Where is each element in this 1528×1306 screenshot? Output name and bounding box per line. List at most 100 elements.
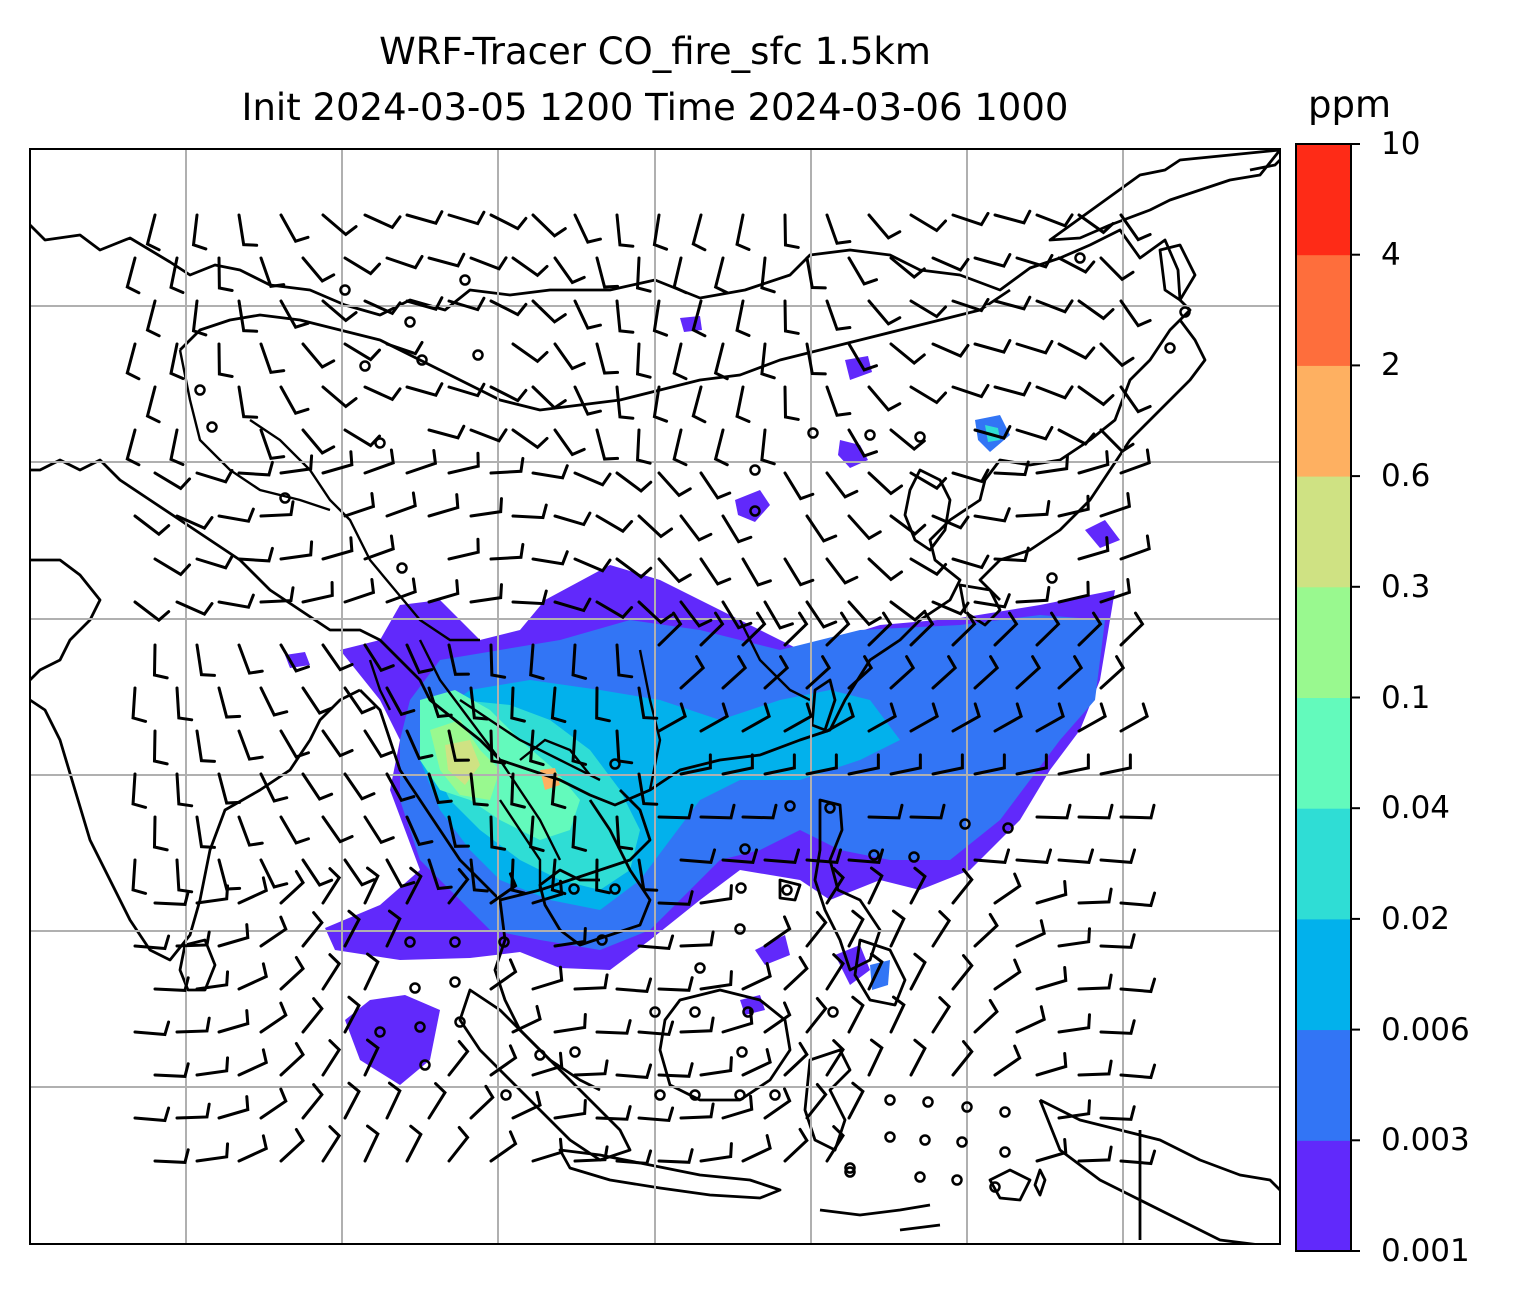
wind-barb (595, 342, 620, 375)
wind-barb (145, 385, 161, 424)
calm-wind-marker (609, 758, 621, 770)
wind-barb (259, 915, 288, 948)
wind-barb (741, 962, 772, 991)
wind-barb (447, 867, 470, 905)
wind-barb (531, 385, 567, 410)
wind-barb (573, 1145, 609, 1163)
wind-barb (1035, 299, 1074, 314)
wind-barb (909, 611, 935, 647)
colorbar-segment (1296, 476, 1351, 588)
calm-wind-marker (734, 1089, 746, 1101)
calm-wind-marker (868, 849, 880, 861)
wind-barb (825, 471, 859, 499)
wind-barb (595, 256, 620, 289)
wind-barb (741, 611, 767, 647)
wind-barb (679, 753, 712, 776)
wind-barb (867, 471, 904, 496)
wind-barb (553, 926, 587, 948)
wind-barb (175, 858, 194, 894)
wind-barb (595, 1019, 632, 1035)
wind-barb (145, 299, 161, 338)
wind-barb (427, 1082, 447, 1120)
wind-barb (889, 428, 926, 451)
wind-barb (489, 815, 507, 851)
wind-barb (343, 909, 361, 948)
wind-barb (571, 815, 588, 852)
wind-barb (1015, 339, 1054, 355)
wind-barb (469, 497, 503, 518)
calm-wind-marker (568, 883, 580, 895)
wind-barb (783, 1041, 809, 1077)
wind-barb (573, 299, 602, 330)
calm-wind-marker (404, 936, 416, 948)
wind-barb (595, 1105, 632, 1121)
wind-barb (125, 342, 141, 381)
calm-wind-marker (500, 1089, 512, 1101)
wind-barb (489, 385, 528, 403)
wind-barb (1057, 342, 1096, 360)
wind-barb (615, 977, 653, 994)
wind-barb (573, 471, 612, 487)
wind-barb (1099, 491, 1132, 518)
timor (988, 1168, 1032, 1202)
wind-barb (321, 815, 354, 844)
wind-barb (783, 471, 815, 501)
calm-wind-marker (844, 1162, 856, 1174)
wind-barb (531, 299, 567, 324)
wind-barb (217, 686, 242, 719)
wind-barb (385, 909, 402, 948)
lesser-sunda (819, 1203, 941, 1232)
wind-barb (825, 557, 859, 585)
wind-barb (847, 342, 878, 372)
wind-barb (343, 492, 376, 518)
wind-barb (805, 256, 827, 290)
colorbar-unit: ppm (1308, 83, 1392, 126)
wind-barb (259, 256, 286, 288)
wind-barb (847, 514, 882, 541)
wind-barb (217, 1095, 250, 1120)
wind-barb (805, 600, 838, 629)
wind-barb (1035, 803, 1072, 820)
wind-barb (427, 772, 453, 805)
wind-barb (237, 1048, 269, 1077)
wind-barb (1077, 450, 1110, 475)
wind-barb (741, 1134, 772, 1163)
wind-barb (760, 342, 776, 380)
wind-barb (363, 299, 402, 316)
wind-barb (1015, 499, 1051, 518)
wind-barb (847, 600, 882, 627)
wind-barb (531, 550, 569, 566)
wind-barb (301, 580, 334, 604)
calm-wind-marker (749, 464, 761, 476)
wind-barb (1057, 753, 1090, 776)
wind-barb (573, 973, 609, 991)
calm-wind-marker (404, 316, 416, 328)
wind-barb (217, 858, 242, 891)
wind-barb (672, 428, 688, 467)
title-line-1: WRF-Tracer CO_fire_sfc 1.5km (379, 30, 931, 73)
wind-barb (321, 867, 342, 905)
wind-barb (867, 866, 884, 905)
wind-barb (973, 753, 1006, 776)
wind-barb (825, 213, 852, 245)
calm-wind-marker (824, 802, 836, 814)
hainan (778, 878, 802, 902)
wind-barb (1057, 580, 1090, 604)
colorbar-segment (1296, 697, 1351, 809)
wind-barb (805, 342, 827, 376)
wind-barb (889, 753, 922, 776)
wind-barb (595, 514, 634, 534)
wind-barb (889, 600, 927, 622)
wind-barb (529, 729, 545, 767)
taiwan (810, 678, 837, 732)
wind-barb (1035, 880, 1068, 905)
wind-barb (713, 428, 729, 467)
calm-wind-marker (844, 1166, 856, 1178)
wind-barb (152, 815, 169, 852)
wind-barb (385, 340, 424, 356)
wind-barb (531, 1137, 564, 1163)
wind-barb (825, 1039, 845, 1077)
wind-barb (931, 600, 970, 616)
wind-barb (237, 962, 269, 991)
